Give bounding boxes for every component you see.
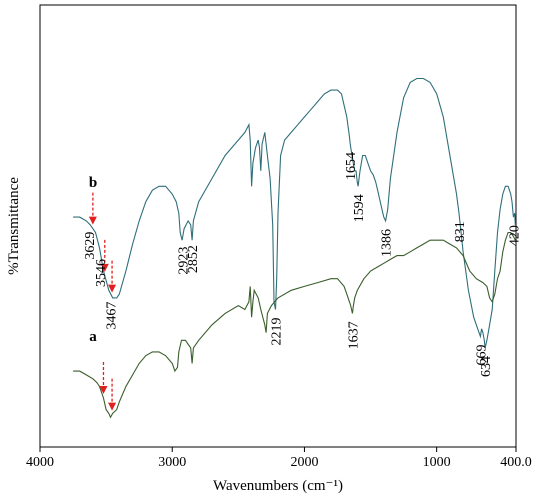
trace-label-b: b: [89, 175, 97, 191]
x-tick-layer: 4000 3000 2000 1000 400.0: [26, 447, 532, 470]
band-arrow-head: [99, 386, 108, 395]
peak-label-831: 831: [453, 221, 468, 242]
peak-label-669: 669: [474, 344, 489, 365]
x-tick-label: 4000: [26, 455, 54, 470]
peak-label-1594: 1594: [352, 194, 367, 222]
trace-label-a: a: [89, 329, 97, 345]
band-arrow-head: [108, 284, 117, 293]
trace-label-layer: ba: [89, 175, 97, 345]
x-tick-label: 3000: [158, 455, 186, 470]
peak-label-3546: 3546: [94, 259, 109, 287]
peak-label-634: 634: [479, 356, 494, 377]
peak-label-1637: 1637: [346, 321, 361, 349]
band-arrow-head: [88, 216, 97, 225]
peak-label-2852: 2852: [186, 245, 201, 273]
series-layer: [73, 77, 516, 419]
peak-label-1386: 1386: [380, 229, 395, 257]
band-arrow-head: [100, 263, 109, 272]
y-axis-title: %Transmittance: [6, 177, 22, 275]
peak-label-3467: 3467: [104, 302, 119, 330]
x-tick-label: 400.0: [500, 455, 532, 470]
band-arrow-head: [108, 402, 117, 411]
peak-label-420: 420: [507, 225, 522, 246]
peak-label-2923: 2923: [176, 247, 191, 275]
spectrum-line-a: [73, 231, 516, 419]
x-tick-label: 2000: [290, 455, 318, 470]
arrow-layer: [88, 192, 117, 411]
spectrum-line-b: [73, 77, 516, 349]
x-tick-label: 1000: [423, 455, 451, 470]
x-axis-title: Wavenumbers (cm⁻¹): [213, 478, 343, 494]
peak-label-2219: 2219: [269, 318, 284, 346]
peak-label-1654: 1654: [344, 152, 359, 180]
peak-label-3629: 3629: [83, 232, 98, 260]
